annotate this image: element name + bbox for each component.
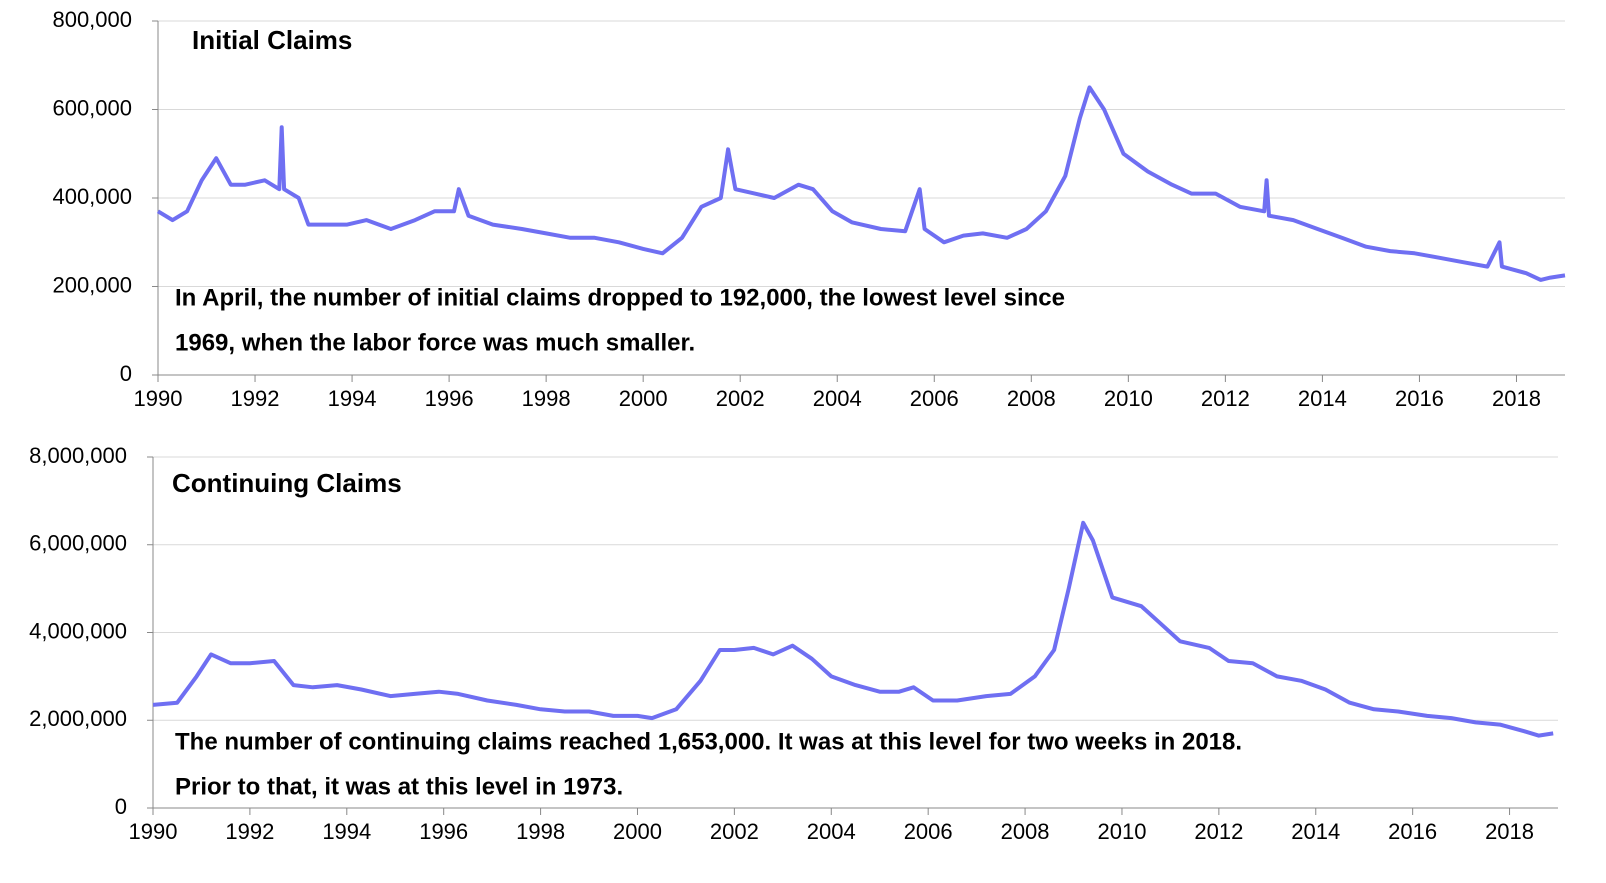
line-series — [152, 520, 1554, 738]
x-tick-label: 1992 — [225, 819, 274, 844]
x-tick-label: 2014 — [1291, 819, 1340, 844]
x-tick-label: 1990 — [134, 386, 183, 411]
x-tick-label: 1996 — [419, 819, 468, 844]
y-tick-label: 800,000 — [52, 7, 132, 32]
x-tick-label: 2016 — [1395, 386, 1444, 411]
annotation: In April, the number of initial claims d… — [175, 284, 1065, 311]
y-tick-label: 2,000,000 — [29, 706, 127, 731]
x-tick-label: 2002 — [710, 819, 759, 844]
x-tick-label: 2000 — [619, 386, 668, 411]
x-tick-label: 1994 — [328, 386, 377, 411]
x-tick-label: 2012 — [1201, 386, 1250, 411]
x-tick-label: 2006 — [910, 386, 959, 411]
x-tick-label: 2010 — [1104, 386, 1153, 411]
y-tick-label: 200,000 — [52, 272, 132, 297]
y-tick-label: 0 — [120, 361, 132, 386]
x-tick-label: 2000 — [613, 819, 662, 844]
annotation: 1969, when the labor force was much smal… — [175, 329, 695, 356]
line-series — [156, 85, 1566, 282]
y-tick-label: 600,000 — [52, 95, 132, 120]
x-tick-label: 2002 — [716, 386, 765, 411]
x-tick-label: 1990 — [129, 819, 178, 844]
x-tick-label: 2018 — [1492, 386, 1541, 411]
y-tick-label: 6,000,000 — [29, 531, 127, 556]
x-tick-label: 2004 — [813, 386, 862, 411]
x-tick-label: 2014 — [1298, 386, 1347, 411]
x-tick-label: 1994 — [322, 819, 371, 844]
x-tick-label: 1992 — [231, 386, 280, 411]
chart-title: Continuing Claims — [172, 468, 402, 498]
y-tick-label: 400,000 — [52, 184, 132, 209]
x-tick-label: 2004 — [807, 819, 856, 844]
x-tick-label: 2008 — [1007, 386, 1056, 411]
x-tick-label: 1996 — [425, 386, 474, 411]
annotation: Prior to that, it was at this level in 1… — [175, 773, 623, 800]
x-tick-label: 2016 — [1388, 819, 1437, 844]
x-tick-label: 2010 — [1097, 819, 1146, 844]
y-tick-label: 8,000,000 — [29, 443, 127, 468]
x-tick-label: 1998 — [522, 386, 571, 411]
y-tick-label: 4,000,000 — [29, 618, 127, 643]
x-tick-label: 2008 — [1001, 819, 1050, 844]
x-tick-label: 2006 — [904, 819, 953, 844]
x-tick-label: 2018 — [1485, 819, 1534, 844]
annotation: The number of continuing claims reached … — [175, 728, 1242, 755]
x-tick-label: 2012 — [1194, 819, 1243, 844]
x-tick-label: 1998 — [516, 819, 565, 844]
y-tick-label: 0 — [115, 794, 127, 819]
chart-title: Initial Claims — [192, 25, 352, 55]
